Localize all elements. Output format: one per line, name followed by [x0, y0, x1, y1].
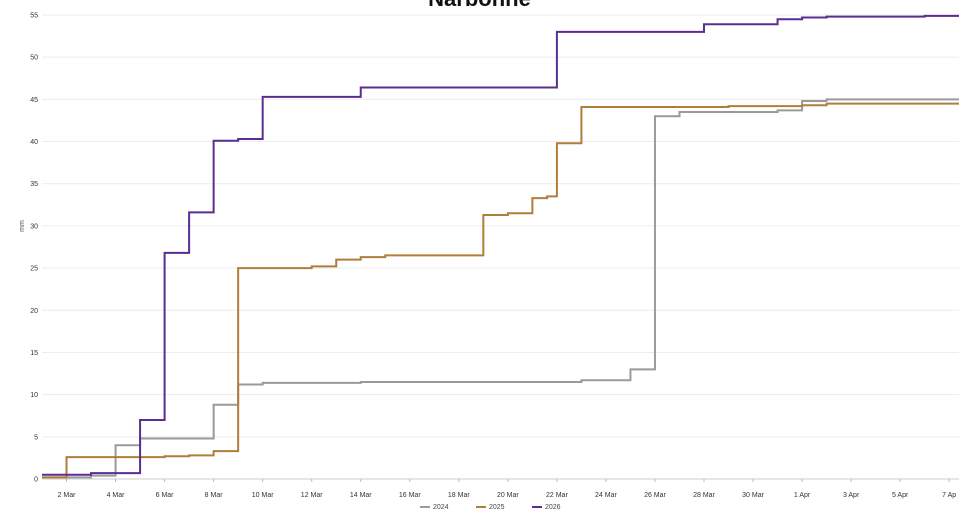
x-tick-label: 2 Mar — [58, 492, 77, 499]
x-tick-label: 1 Apr — [794, 492, 811, 499]
x-tick-label: 24 Mar — [595, 492, 617, 499]
y-tick-label: 25 — [30, 266, 38, 273]
x-tick-label: 10 Mar — [252, 492, 274, 499]
series-layer — [42, 14, 959, 479]
legend-label-2024: 2024 — [433, 504, 449, 509]
y-tick-label: 50 — [30, 55, 38, 62]
x-tick-label: 8 Mar — [205, 492, 224, 499]
y-tick-label: 40 — [30, 139, 38, 146]
y-tick-label: 5 — [34, 434, 38, 441]
legend-label-2025: 2025 — [489, 504, 505, 509]
x-tick-label: 28 Mar — [693, 492, 715, 499]
x-tick-label: 3 Apr — [843, 492, 860, 499]
y-tick-label: 0 — [34, 477, 38, 484]
x-tick-label: 12 Mar — [301, 492, 323, 499]
y-tick-label: 30 — [30, 223, 38, 230]
series-line-2024 — [42, 98, 959, 479]
y-tick-label: 10 — [30, 392, 38, 399]
x-tick-label: 20 Mar — [497, 492, 519, 499]
y-tick-label: 55 — [30, 13, 38, 20]
chart-title: Narbonne — [0, 0, 959, 12]
x-tick-label: 18 Mar — [448, 492, 470, 499]
y-tick-label: 35 — [30, 181, 38, 188]
series-line-2026 — [42, 14, 959, 476]
x-tick-label: 7 Ap — [942, 492, 956, 499]
x-tick-label: 4 Mar — [107, 492, 126, 499]
x-tick-label: 26 Mar — [644, 492, 666, 499]
x-tick-label: 22 Mar — [546, 492, 568, 499]
y-axis-label: mm — [19, 220, 26, 232]
x-tick-label: 16 Mar — [399, 492, 421, 499]
y-tick-label: 20 — [30, 308, 38, 315]
series-line-2025 — [42, 102, 959, 479]
legend: 2024 2025 2026 — [420, 504, 561, 509]
x-tick-label: 14 Mar — [350, 492, 372, 499]
x-tick-label: 6 Mar — [156, 492, 175, 499]
y-tick-label: 15 — [30, 350, 38, 357]
x-tick-label: 5 Apr — [892, 492, 909, 499]
x-tick-label: 30 Mar — [742, 492, 764, 499]
axes: 0 5 10 15 20 25 30 35 40 45 50 55 2 Mar 4 Mar 6 Mar 8 M… — [19, 13, 956, 500]
gridlines — [42, 14, 959, 480]
legend-label-2026: 2026 — [545, 504, 561, 509]
y-tick-label: 45 — [30, 97, 38, 104]
